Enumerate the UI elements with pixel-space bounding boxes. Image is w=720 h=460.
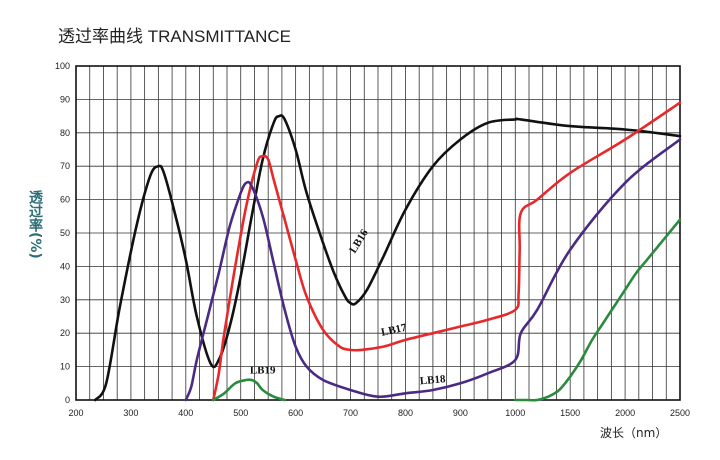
y-tick-label: 80 xyxy=(60,128,70,138)
y-tick-label: 60 xyxy=(60,195,70,205)
series-line-lb19 xyxy=(212,378,286,402)
x-tick-label: 900 xyxy=(453,408,468,418)
y-tick-label: 30 xyxy=(60,295,70,305)
chart-title: 透过率曲线 TRANSMITTANCE xyxy=(58,27,291,46)
y-tick-label: 10 xyxy=(60,362,70,372)
series-line-lb16 xyxy=(93,114,682,402)
x-tick-label: 1500 xyxy=(560,408,580,418)
series-line-segment-4 xyxy=(514,218,682,402)
x-tick-label: 2500 xyxy=(670,408,690,418)
x-tick-label: 800 xyxy=(398,408,413,418)
x-axis-label: 波长（nm） xyxy=(600,426,668,440)
y-tick-label: 0 xyxy=(65,395,70,405)
series-label-lb17: LB17 xyxy=(380,322,408,339)
y-tick-label: 70 xyxy=(60,161,70,171)
x-tick-label: 500 xyxy=(233,408,248,418)
series-line-lb17 xyxy=(212,101,682,402)
y-axis-label: 透过率(%) xyxy=(27,190,43,259)
chart-grid xyxy=(75,65,681,401)
x-tick-label: 200 xyxy=(68,408,83,418)
y-tick-label: 90 xyxy=(60,94,70,104)
chart-tick-labels: 200 300 400 500 600 700 800 900 1000 1500 2000 2500… xyxy=(55,61,690,418)
x-tick-label: 1000 xyxy=(505,408,525,418)
plot-frame xyxy=(75,65,681,401)
y-tick-label: 100 xyxy=(55,61,70,71)
y-tick-label: 20 xyxy=(60,328,70,338)
x-tick-label: 300 xyxy=(123,408,138,418)
x-tick-label: 600 xyxy=(288,408,303,418)
y-tick-label: 50 xyxy=(60,228,70,238)
series-label-lb18: LB18 xyxy=(419,373,446,387)
chart-curves xyxy=(93,101,682,402)
series-label-lb19: LB19 xyxy=(250,364,276,376)
series-line-lb18 xyxy=(184,138,682,402)
x-tick-label: 2000 xyxy=(615,408,635,418)
x-tick-label: 700 xyxy=(343,408,358,418)
x-tick-label: 400 xyxy=(178,408,193,418)
y-tick-label: 40 xyxy=(60,261,70,271)
